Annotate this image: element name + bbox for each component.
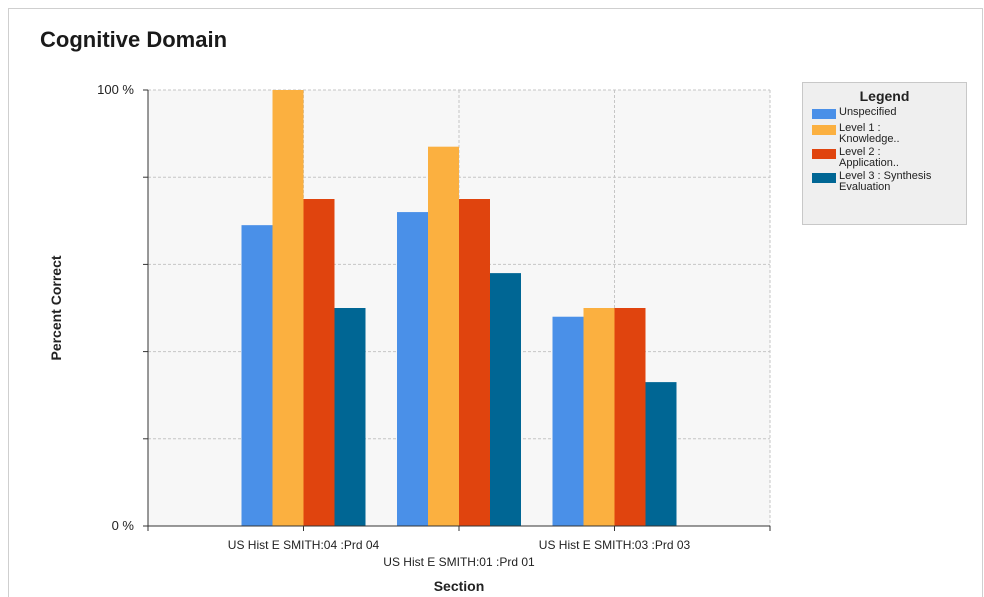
legend-swatch (812, 109, 836, 119)
x-tick-label: US Hist E SMITH:04 :Prd 04 (228, 538, 380, 552)
legend-swatch (812, 125, 836, 135)
legend-swatch (812, 149, 836, 159)
legend-item-unspecified: Unspecified (803, 107, 966, 121)
bar (241, 225, 273, 526)
x-tick-label: US Hist E SMITH:03 :Prd 03 (539, 538, 691, 552)
chart-title: Cognitive Domain (40, 27, 228, 52)
legend-title: Legend (859, 88, 910, 104)
x-axis-title: Section (434, 578, 485, 594)
legend-item-level-1: Level 1 : Knowledge.. (803, 123, 966, 145)
legend-label: Unspecified (839, 106, 897, 118)
bars-group (241, 90, 677, 526)
legend-swatch (812, 173, 836, 183)
legend-item-level-2: Level 2 : Application.. (803, 147, 966, 169)
bar (334, 308, 366, 526)
bar (614, 308, 646, 526)
legend-item-level-3: Level 3 : Synthesis Evaluation (803, 171, 966, 193)
bar (397, 212, 428, 526)
bar (490, 273, 521, 526)
bar (459, 199, 490, 526)
bar (552, 316, 584, 526)
x-tick-label: US Hist E SMITH:01 :Prd 01 (383, 555, 535, 569)
legend: Legend Unspecified Level 1 : Knowledge..… (802, 82, 967, 225)
bar (303, 199, 335, 526)
bar (583, 308, 615, 526)
y-tick-label-max: 100 % (97, 82, 134, 97)
bar (645, 382, 677, 526)
bar (272, 90, 304, 526)
bar (428, 146, 459, 526)
y-axis-title: Percent Correct (48, 255, 64, 360)
legend-label: Level 1 : Knowledge.. (839, 122, 900, 145)
legend-label: Level 2 : Application.. (839, 146, 899, 169)
axes-group (143, 89, 771, 531)
legend-label: Level 3 : Synthesis Evaluation (839, 170, 932, 193)
y-tick-label-min: 0 % (112, 518, 135, 533)
